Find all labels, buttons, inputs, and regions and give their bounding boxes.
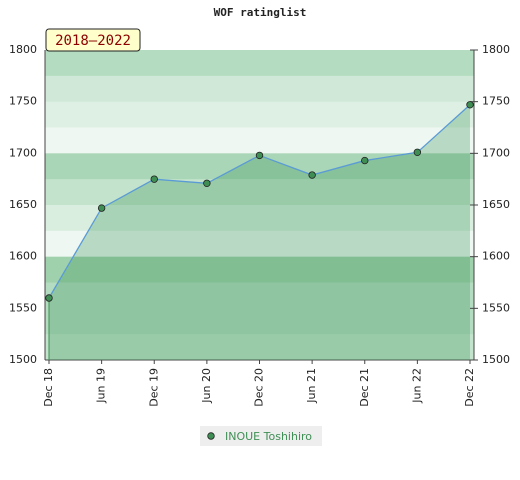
y2-tick-label: 1750 — [482, 95, 510, 108]
background-stripe — [45, 102, 474, 128]
data-point — [46, 295, 53, 302]
x-tick-label: Jun 22 — [410, 368, 423, 404]
y-tick-label: 1700 — [9, 146, 37, 159]
data-point — [309, 172, 316, 179]
background-stripe — [45, 50, 474, 76]
y-tick-label: 1550 — [9, 301, 37, 314]
y2-tick-label: 1800 — [482, 43, 510, 56]
x-tick-label: Jun 20 — [200, 368, 213, 404]
background-stripe — [45, 76, 474, 102]
legend-marker — [208, 433, 215, 440]
x-tick-label: Dec 19 — [147, 368, 160, 407]
badge: 2018–2022 — [55, 33, 131, 49]
x-tick-label: Dec 21 — [358, 368, 371, 407]
y2-tick-label: 1600 — [482, 250, 510, 263]
chart-title: WOF ratinglist — [214, 6, 307, 19]
y-tick-label: 1500 — [9, 353, 37, 366]
y2-tick-label: 1650 — [482, 198, 510, 211]
data-point — [414, 149, 421, 156]
y-tick-label: 1800 — [9, 43, 37, 56]
data-point — [98, 205, 105, 212]
y-tick-label: 1600 — [9, 250, 37, 263]
data-point — [151, 176, 158, 183]
y2-tick-label: 1500 — [482, 353, 510, 366]
y2-tick-label: 1700 — [482, 146, 510, 159]
y2-tick-label: 1550 — [482, 301, 510, 314]
data-point — [256, 152, 263, 159]
x-tick-label: Dec 22 — [463, 368, 476, 407]
y-tick-label: 1650 — [9, 198, 37, 211]
data-point — [361, 157, 368, 164]
background-stripe — [45, 128, 474, 154]
x-tick-label: Jun 21 — [305, 368, 318, 404]
x-tick-label: Jun 19 — [95, 368, 108, 404]
x-tick-label: Dec 20 — [253, 368, 266, 407]
x-tick-label: Dec 18 — [42, 368, 55, 407]
y-tick-label: 1750 — [9, 95, 37, 108]
data-point — [467, 101, 474, 108]
legend-label: INOUE Toshihiro — [225, 430, 312, 443]
data-point — [204, 180, 211, 187]
